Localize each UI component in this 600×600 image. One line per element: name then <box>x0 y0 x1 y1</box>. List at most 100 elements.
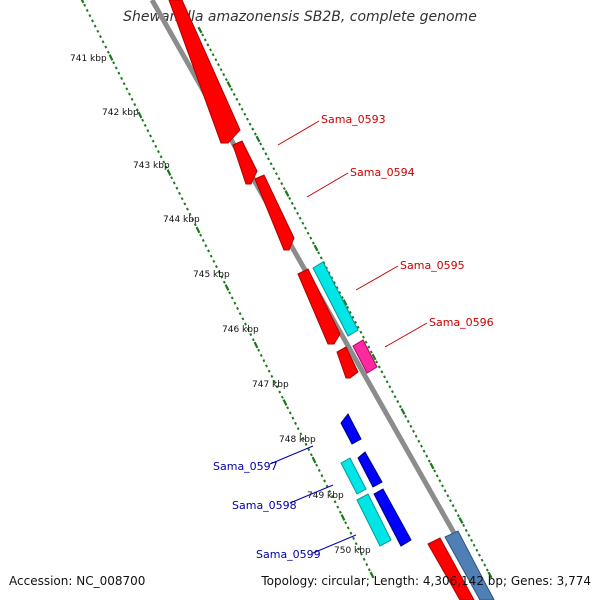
tick-mark <box>487 571 493 579</box>
tick-mark <box>348 310 352 314</box>
tick-mark <box>441 484 444 488</box>
gene-sama-0598-cyan[interactable] <box>340 457 367 495</box>
tick-mark <box>162 160 166 164</box>
tick-mark <box>217 63 220 67</box>
tick-mark <box>330 276 334 280</box>
tick-mark <box>470 538 473 542</box>
tick-mark <box>188 212 192 216</box>
tick-mark <box>212 259 216 263</box>
inner-tick-track <box>80 0 375 579</box>
tick-mark <box>311 241 315 245</box>
tick-mark <box>360 552 363 556</box>
tick-mark <box>365 563 369 567</box>
tick-mark <box>241 317 245 321</box>
tick-mark <box>101 40 105 44</box>
gene-sama-0596-red[interactable] <box>336 346 359 379</box>
tick-mark <box>217 270 221 274</box>
tick-mark <box>135 108 139 112</box>
tick-mark <box>400 408 406 415</box>
tick-mark <box>425 454 429 458</box>
tick-mark <box>207 249 210 253</box>
tick-mark <box>375 360 379 364</box>
gene-sama-0599[interactable] <box>373 488 412 547</box>
tick-mark <box>238 312 242 316</box>
gene-label-sama-0595[interactable]: Sama_0595 <box>400 259 465 272</box>
tick-mark <box>178 191 181 195</box>
tick-mark <box>251 127 255 131</box>
tick-mark <box>464 528 468 532</box>
tick-mark <box>211 53 215 57</box>
tick-mark <box>290 201 294 205</box>
gene-sama-0595[interactable] <box>312 261 359 337</box>
gene-sama-0593[interactable] <box>168 0 241 144</box>
tick-mark <box>340 514 346 521</box>
tick-mark <box>236 306 239 310</box>
gene-sama-0598[interactable] <box>357 451 383 488</box>
kbp-label: 745 kbp <box>193 270 230 280</box>
tick-mark <box>333 500 337 504</box>
tick-mark <box>294 421 297 425</box>
tick-mark <box>306 231 310 235</box>
gene-label-sama-0594[interactable]: Sama_0594 <box>350 166 415 179</box>
tick-mark <box>154 144 158 148</box>
tick-mark <box>288 196 292 200</box>
tick-mark <box>224 78 228 82</box>
tick-mark <box>320 474 324 478</box>
tick-mark <box>422 449 426 453</box>
tick-mark <box>456 514 460 518</box>
leader-lines <box>269 120 428 554</box>
tick-mark <box>307 448 311 452</box>
gene-sama-0594-part[interactable] <box>232 140 258 185</box>
tick-mark <box>398 405 402 409</box>
tick-mark <box>280 395 284 399</box>
tick-mark <box>106 50 110 54</box>
tick-mark <box>446 494 450 498</box>
tick-mark <box>427 459 431 463</box>
tick-mark <box>315 463 319 467</box>
tick-mark <box>255 135 261 143</box>
tick-mark <box>183 202 187 206</box>
tick-mark <box>96 29 100 33</box>
tick-mark <box>385 380 389 384</box>
tick-mark <box>309 453 313 457</box>
tick-mark <box>125 87 129 91</box>
gene-next-steel[interactable] <box>444 530 495 600</box>
tick-mark <box>433 469 437 473</box>
tick-mark <box>357 547 361 551</box>
tick-mark <box>197 26 203 34</box>
tick-mark <box>137 111 143 119</box>
tick-mark <box>302 437 305 441</box>
tick-mark <box>270 374 274 378</box>
tick-mark <box>244 322 247 326</box>
tick-mark <box>429 462 435 470</box>
gene-label-sama-0596[interactable]: Sama_0596 <box>429 316 494 329</box>
kbp-label: 750 kbp <box>334 546 371 556</box>
tick-mark <box>472 543 476 547</box>
tick-mark <box>454 509 458 513</box>
kbp-label: 747 kbp <box>252 380 289 390</box>
gene-sama-0595-red[interactable] <box>297 268 341 345</box>
tick-mark <box>393 395 397 399</box>
tick-mark <box>265 364 268 368</box>
gene-label-sama-0597[interactable]: Sama_0597 <box>213 460 278 473</box>
tick-mark <box>257 348 261 352</box>
tick-mark <box>191 218 195 222</box>
kbp-label: 742 kbp <box>102 108 139 118</box>
gene-sama-0599-cyan[interactable] <box>356 493 392 547</box>
gene-next-red[interactable] <box>427 537 475 600</box>
gene-sama-0597[interactable] <box>340 413 362 445</box>
gene-label-sama-0598[interactable]: Sama_0598 <box>232 499 297 512</box>
tick-mark <box>282 187 286 191</box>
tick-mark <box>243 112 247 116</box>
tick-mark <box>362 557 366 561</box>
tick-mark <box>253 132 257 136</box>
gene-sama-0596[interactable] <box>352 339 378 374</box>
tick-mark <box>108 54 114 61</box>
tick-mark <box>338 291 342 295</box>
tick-mark <box>235 97 239 101</box>
gene-sama-0594[interactable] <box>254 174 295 251</box>
gene-label-sama-0599[interactable]: Sama_0599 <box>256 548 321 561</box>
tick-mark <box>261 147 265 151</box>
gene-label-sama-0593[interactable]: Sama_0593 <box>321 113 386 126</box>
tick-mark <box>340 296 344 300</box>
